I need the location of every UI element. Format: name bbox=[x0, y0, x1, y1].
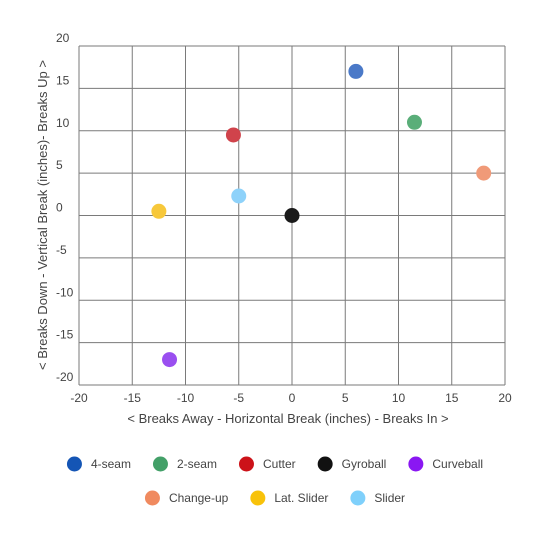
data-point-cutter bbox=[225, 127, 241, 143]
y-tick-label: 15 bbox=[56, 73, 70, 87]
legend-label: Slider bbox=[374, 491, 405, 505]
y-tick-label: -20 bbox=[56, 370, 74, 384]
y-tick-label: -5 bbox=[56, 243, 67, 257]
legend-marker bbox=[408, 456, 424, 472]
data-point-gyroball bbox=[284, 208, 300, 223]
data-point-4-seam bbox=[348, 63, 364, 79]
legend-label: Change-up bbox=[169, 491, 229, 505]
legend-marker bbox=[238, 456, 254, 472]
x-tick-label: 5 bbox=[342, 391, 349, 405]
data-point-slider bbox=[231, 188, 247, 204]
x-tick-label: 10 bbox=[392, 391, 406, 405]
data-point-curveball bbox=[162, 352, 178, 368]
legend-row: Change-up Lat. Slider Slider bbox=[144, 490, 405, 506]
legend-marker bbox=[152, 456, 168, 472]
legend-label: 4-seam bbox=[91, 457, 131, 471]
x-tick-label: 20 bbox=[498, 391, 512, 405]
y-tick-label: -10 bbox=[56, 285, 74, 299]
legend-marker bbox=[144, 490, 160, 506]
tick-labels: -20 -15 -10 -5 0 5 10 15 20 20 15 10 5 0 -5 -10 -15 -20 bbox=[56, 31, 512, 405]
legend-label: Cutter bbox=[263, 457, 296, 471]
data-point-2-seam bbox=[406, 114, 422, 130]
x-tick-label: -5 bbox=[233, 391, 244, 405]
x-axis-title: < Breaks Away - Horizontal Break (inches… bbox=[127, 411, 448, 426]
y-tick-label: -15 bbox=[56, 328, 74, 342]
legend-label: Curveball bbox=[432, 457, 483, 471]
y-tick-label: 0 bbox=[56, 201, 63, 215]
legend-label: Lat. Slider bbox=[274, 491, 328, 505]
x-tick-label: -20 bbox=[70, 391, 88, 405]
legend-label: 2-seam bbox=[177, 457, 217, 471]
data-points bbox=[151, 63, 492, 368]
legend-marker bbox=[317, 456, 333, 472]
x-tick-label: -15 bbox=[124, 391, 142, 405]
legend: 4-seam 2-seam Cutter Gyroball Curveball Chang… bbox=[66, 456, 483, 506]
legend-marker bbox=[350, 490, 366, 506]
y-tick-label: 5 bbox=[56, 158, 63, 172]
legend-marker bbox=[250, 490, 266, 506]
legend-marker bbox=[66, 456, 82, 472]
y-tick-label: 10 bbox=[56, 116, 70, 130]
y-tick-label: 20 bbox=[56, 31, 70, 45]
y-axis-title: < Breaks Down - Vertical Break (inches)-… bbox=[35, 60, 50, 370]
legend-label: Gyroball bbox=[342, 457, 387, 471]
data-point-lat-slider bbox=[151, 203, 167, 219]
data-point-change-up bbox=[476, 165, 492, 181]
x-tick-label: 15 bbox=[445, 391, 459, 405]
x-tick-label: 0 bbox=[289, 391, 296, 405]
x-tick-label: -10 bbox=[177, 391, 195, 405]
legend-row: 4-seam 2-seam Cutter Gyroball Curveball bbox=[66, 456, 483, 472]
